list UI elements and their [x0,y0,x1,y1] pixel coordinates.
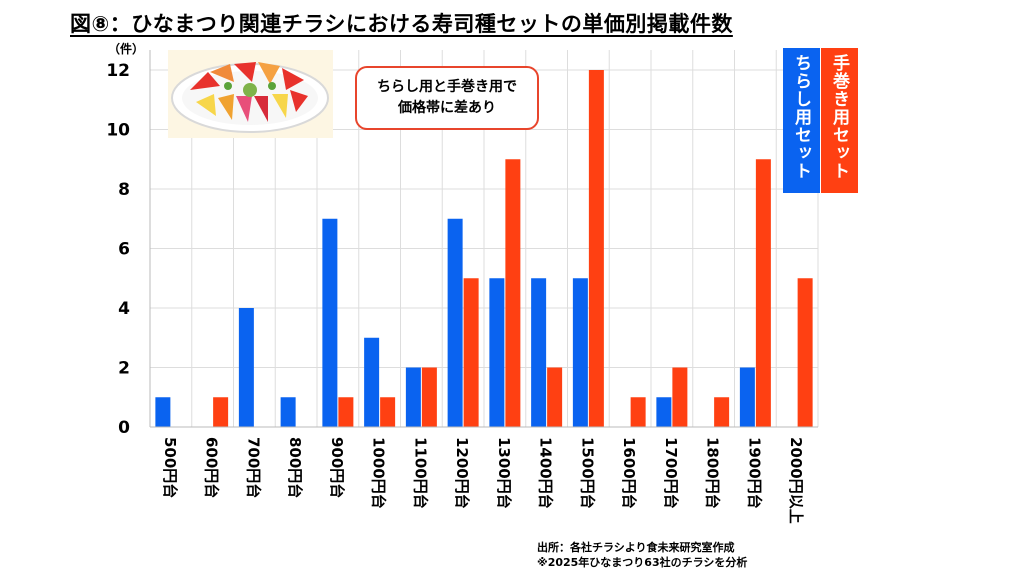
bar-temaki-11 [630,397,646,427]
y-tick-label: 4 [118,299,130,319]
bar-temaki-1 [213,397,229,427]
bar-temaki-13 [714,397,730,427]
x-category-label: 1500円台 [578,437,596,509]
bar-temaki-9 [547,367,563,427]
bars [155,70,813,427]
x-category-label: 1000円台 [370,437,388,509]
bar-temaki-5 [380,397,396,427]
bar-chirashi-5 [364,337,380,427]
bar-chirashi-2 [238,308,254,427]
x-category-label: 1800円台 [704,437,722,509]
chart-title: 図⑧：ひなまつり関連チラシにおける寿司種セットの単価別掲載件数 [70,12,733,36]
bar-temaki-12 [672,367,688,427]
bar-chirashi-12 [656,397,672,427]
y-tick-label: 6 [118,240,130,260]
x-category-label: 800円台 [286,437,304,498]
source-line-1: 出所：各社チラシより食未来研究室作成 [537,541,735,554]
bar-temaki-6 [421,367,437,427]
x-category-label: 2000円以上 [787,437,805,524]
bar-chirashi-14 [739,367,755,427]
bar-chirashi-6 [405,367,421,427]
bar-chirashi-9 [531,278,547,427]
x-category-label: 1200円台 [453,437,471,509]
x-category-label: 900円台 [328,437,346,498]
x-category-label: 600円台 [203,437,221,498]
sushi-platter-illustration [168,50,333,138]
source-line-2: ※2025年ひなまつり63社のチラシを分析 [537,556,748,569]
callout-line-2: 価格帯に差あり [398,100,496,116]
bar-temaki-8 [505,159,521,427]
x-category-label: 1100円台 [411,437,429,509]
x-category-label: 1900円台 [745,437,763,509]
x-category-label: 1400円台 [537,437,555,509]
x-category-label: 1600円台 [620,437,638,509]
y-tick-label: 0 [118,418,130,438]
bar-chirashi-7 [447,218,463,427]
bar-chirashi-10 [572,278,588,427]
bar-chirashi-8 [489,278,505,427]
y-tick-label: 8 [118,180,130,200]
bar-temaki-15 [797,278,813,427]
y-tick-label: 2 [118,359,130,379]
y-tick-label: 10 [106,121,130,141]
y-axis-unit-label: （件） [108,42,145,56]
bar-chirashi-4 [322,218,338,427]
x-category-label: 500円台 [161,437,179,498]
y-axis-ticks: 0 2 4 6 8 10 12 [106,61,130,438]
y-tick-label: 12 [106,61,130,81]
bar-chirashi-3 [280,397,296,427]
x-category-label: 1300円台 [495,437,513,509]
bar-chirashi-0 [155,397,171,427]
legend-chirashi: ちらし用セット [783,48,820,193]
annotation-callout: ちらし用と手巻き用で 価格帯に差あり [355,66,539,130]
x-axis-categories: 500円台 600円台 700円台 800円台 900円台 1000円台 1100円台 120… [161,437,805,524]
bar-temaki-4 [338,397,354,427]
x-category-label: 1700円台 [662,437,680,509]
callout-line-1: ちらし用と手巻き用で [377,79,517,95]
x-category-label: 700円台 [244,437,262,498]
legend-temaki: 手巻き用セット [821,48,858,193]
bar-temaki-7 [463,278,479,427]
bar-temaki-10 [588,70,604,427]
source-note: 出所：各社チラシより食未来研究室作成 ※2025年ひなまつり63社のチラシを分析 [537,540,747,570]
bar-temaki-14 [755,159,771,427]
